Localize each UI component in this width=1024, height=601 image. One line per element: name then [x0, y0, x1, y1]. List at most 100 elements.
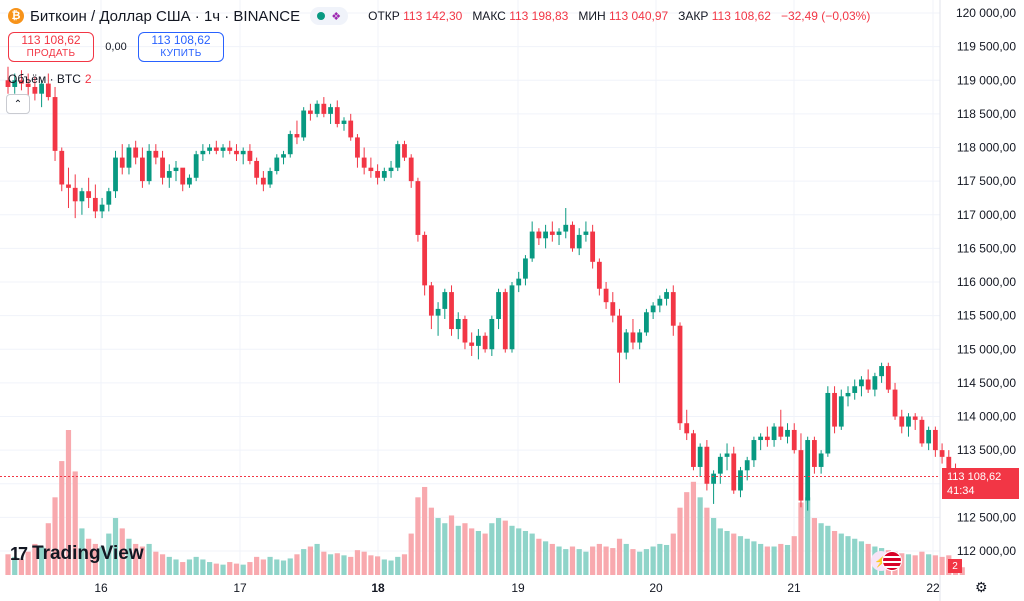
price-tick-label: 112 500,00 [957, 510, 1016, 524]
volume-bars [5, 430, 965, 575]
candle-body [52, 97, 58, 151]
volume-bar [805, 497, 811, 575]
volume-bar [543, 541, 549, 575]
volume-bar [858, 541, 865, 575]
candle-body [523, 258, 528, 279]
price-tick-label: 115 500,00 [957, 309, 1016, 323]
candle-body [442, 292, 448, 309]
volume-tag: 2 [948, 559, 962, 573]
candle-body [885, 366, 891, 390]
volume-bar [576, 549, 582, 575]
volume-bar [86, 538, 92, 575]
candle-body [644, 312, 649, 333]
candle-body [449, 292, 454, 330]
volume-bar [603, 546, 609, 575]
candle-body [731, 453, 737, 491]
volume-bar [616, 538, 623, 575]
candle-body [435, 308, 441, 316]
sell-price: 113 108,62 [21, 33, 81, 47]
candle-body [79, 191, 85, 202]
candle-body [691, 433, 696, 467]
volume-bar [764, 546, 770, 575]
events-flag-icons[interactable]: ⚡ [871, 551, 902, 571]
volume-bar [522, 530, 529, 575]
volume-bar [717, 528, 723, 575]
tradingview-wordmark: TradingView [32, 543, 144, 564]
volume-bar [254, 556, 260, 575]
candle-body [281, 154, 286, 158]
volume-bar [899, 553, 905, 575]
volume-bar [146, 543, 152, 575]
candle-body [254, 160, 260, 178]
price-tick-label: 115 000,00 [957, 342, 1016, 356]
volume-bar [112, 518, 119, 575]
volume-bar [637, 551, 643, 575]
volume-bar [99, 546, 105, 575]
volume-bar [227, 562, 233, 575]
volume-bar [25, 551, 31, 575]
volume-legend[interactable]: Объём · BTC 2 [8, 72, 92, 86]
candle-body [744, 460, 750, 471]
candle-body [630, 332, 636, 343]
time-axis[interactable]: 16 17 18 19 20 21 22 [94, 581, 940, 595]
sell-button[interactable]: 113 108,62 ПРОДАТЬ [8, 32, 94, 62]
volume-bar [267, 556, 273, 575]
volume-bar [784, 544, 791, 575]
candle-body [785, 429, 790, 437]
candle-body [301, 110, 307, 138]
volume-bar [422, 486, 428, 575]
candle-body [328, 107, 333, 114]
volume-bar [495, 518, 502, 575]
candle-body [146, 150, 152, 182]
candle-body [294, 134, 300, 138]
volume-bar [744, 538, 750, 575]
buy-button[interactable]: 113 108,62 КУПИТЬ [138, 32, 224, 62]
candle-body [838, 396, 844, 427]
spread-value: 0,00 [105, 41, 127, 53]
candle-body [200, 150, 206, 155]
candle-body [455, 318, 461, 330]
price-tick-label: 116 500,00 [957, 241, 1016, 255]
candle-body [751, 440, 757, 461]
volume-bar [32, 543, 38, 575]
tradingview-logo[interactable]: 17 TradingView [10, 543, 144, 565]
candle-body [462, 318, 468, 343]
volume-bar [690, 481, 697, 575]
candle-body [563, 224, 569, 232]
volume-bar [159, 554, 166, 575]
volume-bar [926, 554, 932, 575]
candle-body [476, 335, 481, 346]
gear-icon[interactable]: ⚙ [975, 579, 988, 595]
volume-bar [307, 546, 313, 575]
indicator-status-toggle[interactable]: ❖ [310, 7, 349, 25]
symbol-title[interactable]: Биткоин / Доллар США · 1ч · BINANCE [30, 7, 301, 25]
chevron-up-icon[interactable]: ⌃ [6, 94, 30, 114]
bitcoin-icon: ₿ [8, 8, 24, 24]
volume-bar [200, 559, 206, 575]
candle-body [59, 150, 65, 185]
candle-body [308, 110, 313, 114]
volume-bar [133, 543, 139, 575]
volume-bar [274, 559, 280, 575]
candle-body [193, 154, 199, 178]
candle-body [267, 171, 273, 185]
candle-body [812, 440, 817, 467]
change-value: −32,49 (−0,03%) [780, 9, 871, 23]
volume-bar [959, 567, 965, 575]
volume-bar [361, 551, 367, 575]
volume-bar [435, 518, 441, 575]
candle-body [932, 429, 938, 451]
volume-bar [79, 528, 85, 575]
volume-bar [489, 523, 495, 575]
volume-bar [778, 543, 784, 575]
volume-bar [596, 543, 602, 575]
buy-label: КУПИТЬ [160, 48, 202, 59]
volume-bar [751, 541, 757, 575]
volume-bar [193, 556, 199, 575]
volume-bar [119, 528, 125, 575]
symbol-header: ₿ Биткоин / Доллар США · 1ч · BINANCE ❖ … [8, 6, 870, 26]
volume-bar [106, 533, 112, 575]
candle-body [334, 107, 340, 124]
